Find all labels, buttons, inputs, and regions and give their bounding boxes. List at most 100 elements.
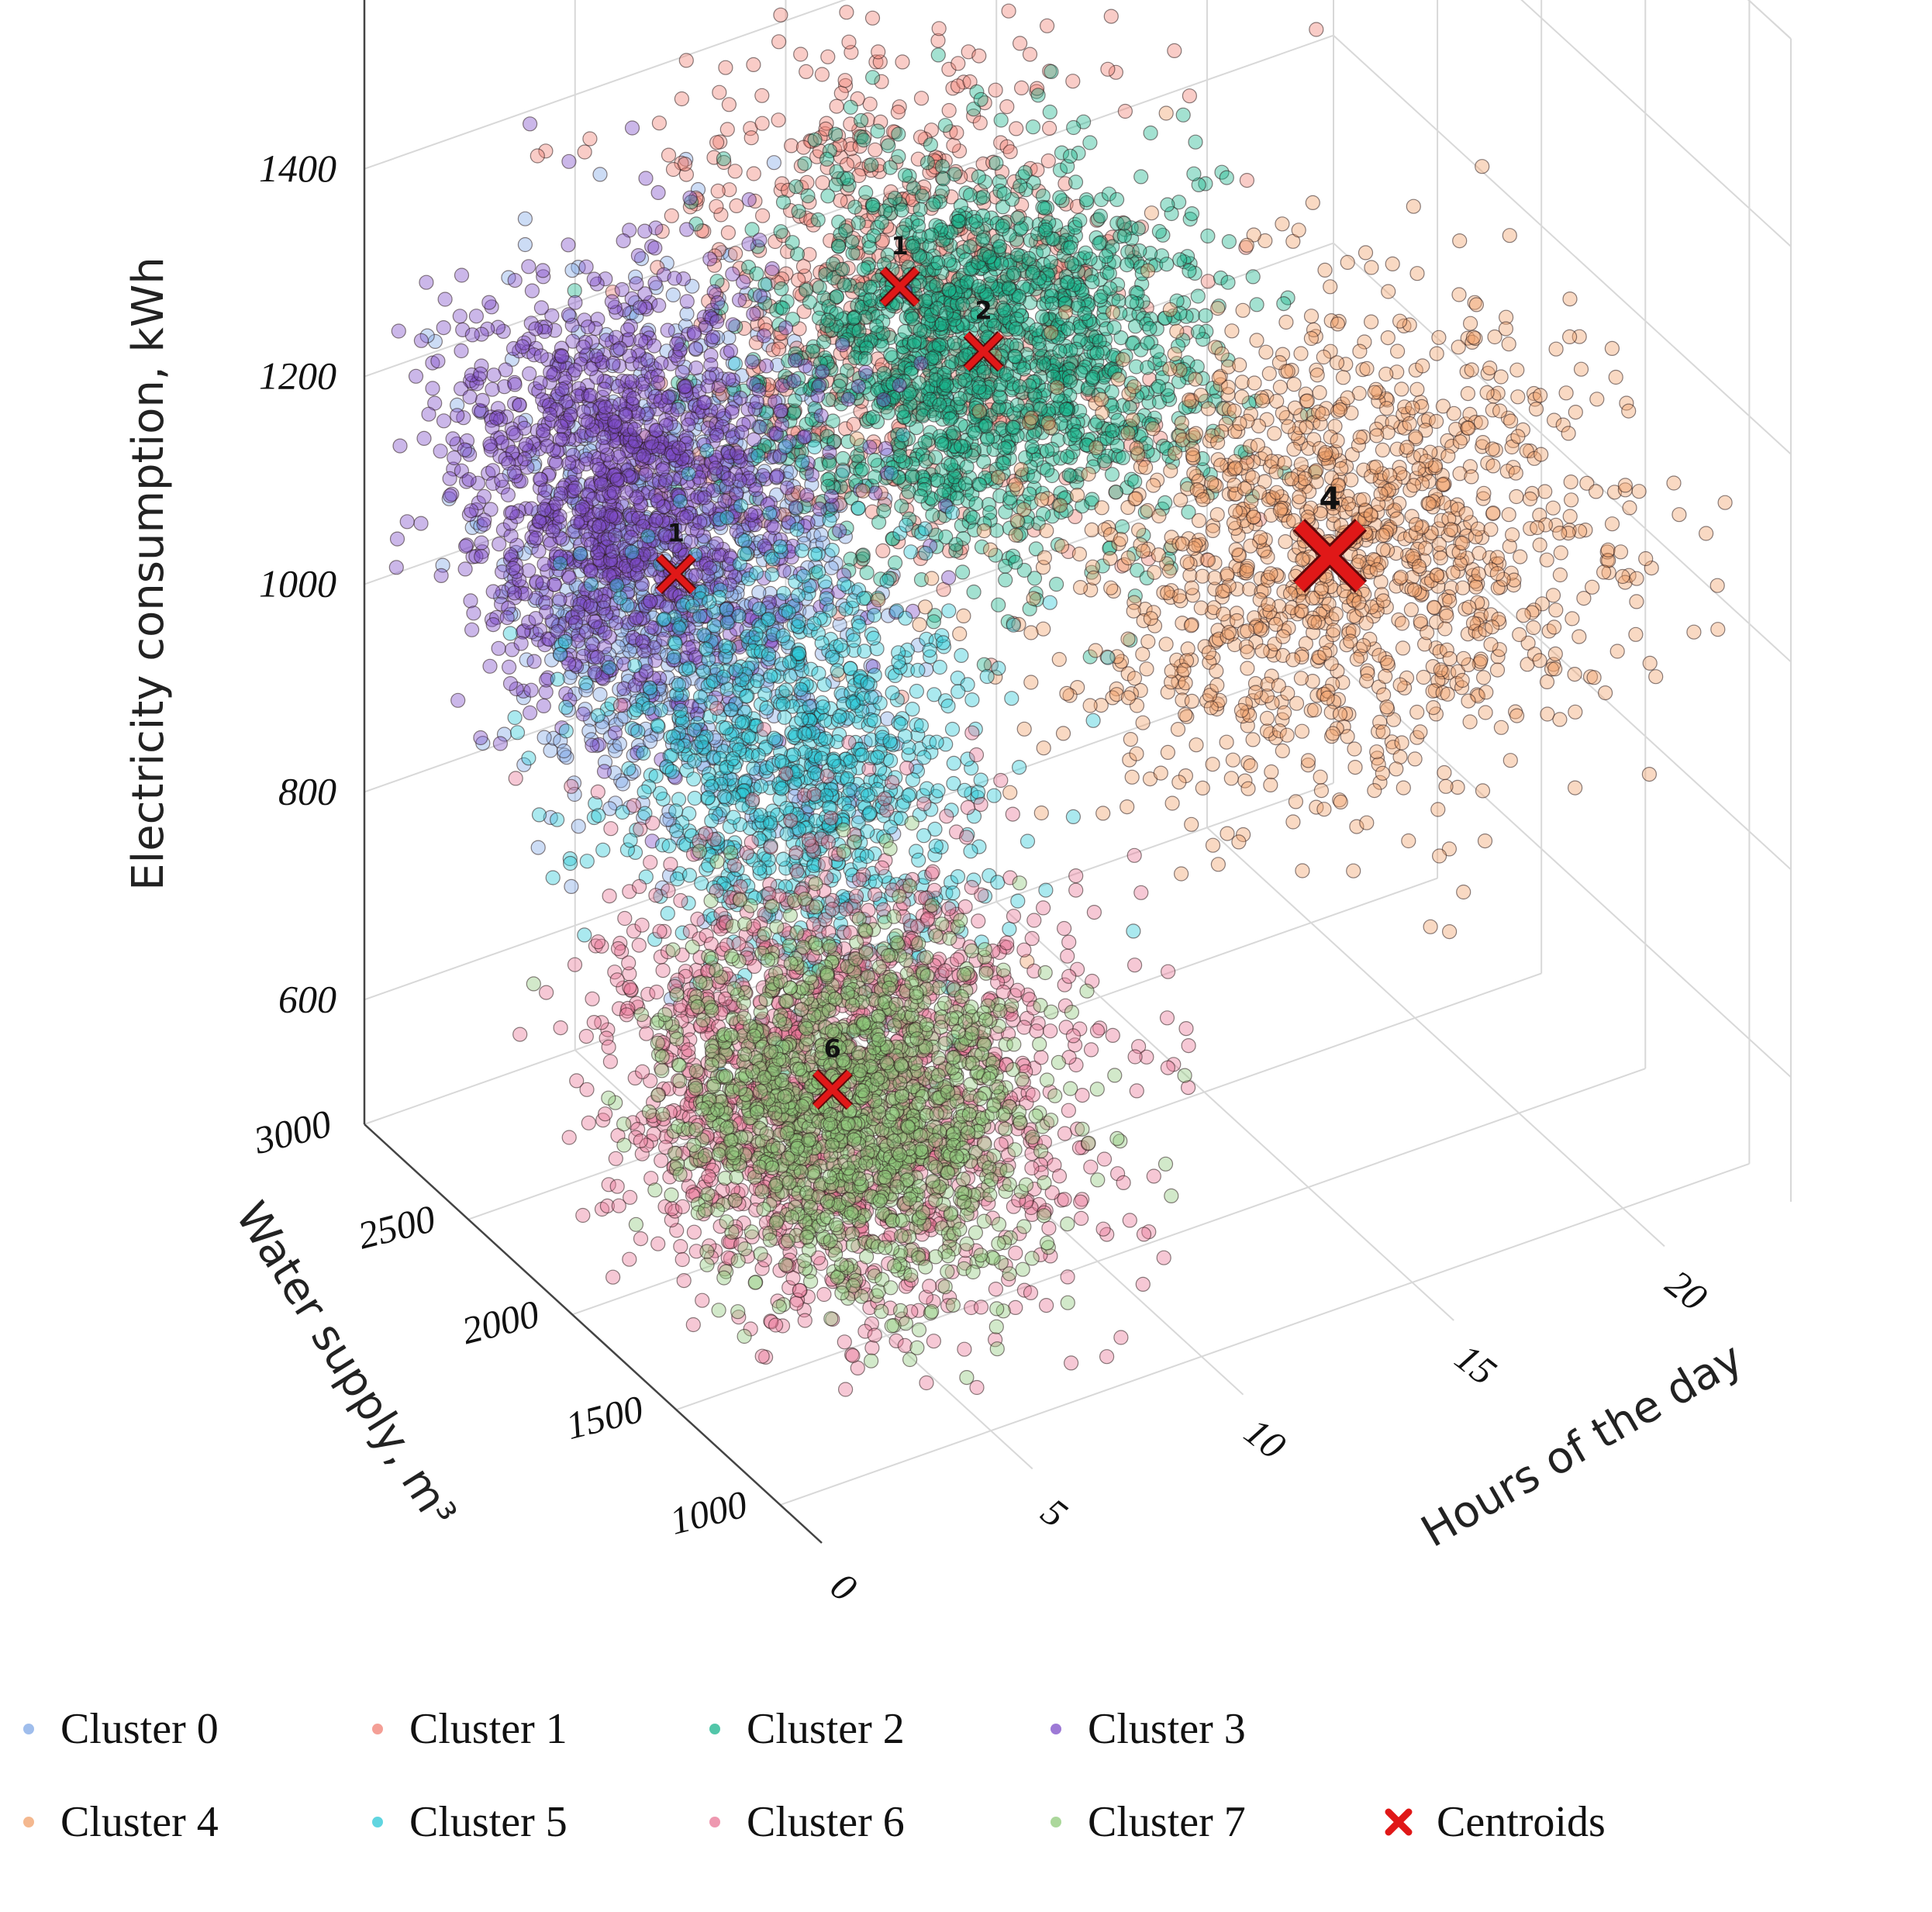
data-point <box>1699 526 1714 541</box>
data-point <box>820 49 836 64</box>
data-point <box>934 158 950 174</box>
data-point <box>1034 309 1051 325</box>
data-point <box>944 457 959 473</box>
data-point <box>1012 36 1028 51</box>
data-point <box>1067 427 1082 443</box>
data-point <box>688 341 704 357</box>
data-point <box>1058 402 1074 417</box>
data-point <box>982 249 997 264</box>
data-point <box>481 295 497 310</box>
data-point <box>827 126 844 142</box>
grid-line-x <box>574 1049 1033 1470</box>
data-point <box>992 389 1007 405</box>
data-point <box>876 392 892 408</box>
data-point <box>578 259 594 274</box>
data-point <box>494 472 509 488</box>
data-point <box>561 570 577 585</box>
data-point <box>1116 228 1132 243</box>
data-point <box>833 193 848 209</box>
data-point <box>846 310 861 326</box>
data-point <box>607 527 623 543</box>
data-point <box>862 96 878 112</box>
data-point <box>563 406 578 423</box>
data-point <box>528 321 543 336</box>
grid-line-y <box>780 1162 1750 1506</box>
data-point <box>1258 344 1274 360</box>
data-point <box>1025 119 1041 135</box>
data-point <box>1456 884 1471 900</box>
data-point <box>913 323 928 338</box>
data-point <box>545 523 561 539</box>
data-point <box>773 7 788 22</box>
data-point <box>585 737 600 754</box>
data-point <box>552 508 568 524</box>
data-point <box>857 364 874 380</box>
data-point <box>1409 266 1425 281</box>
data-point <box>1358 245 1374 261</box>
data-point <box>1198 308 1213 323</box>
data-point <box>1147 564 1162 580</box>
data-point <box>1013 80 1030 96</box>
data-point <box>971 379 987 395</box>
data-point <box>607 725 623 740</box>
data-point <box>703 357 719 373</box>
data-point <box>1123 731 1139 747</box>
data-point <box>830 238 847 254</box>
data-point <box>850 215 866 231</box>
data-point <box>862 279 878 295</box>
data-point <box>919 155 936 171</box>
data-point <box>515 339 530 354</box>
data-point <box>813 526 829 543</box>
data-point <box>530 148 545 164</box>
data-point <box>891 126 906 142</box>
data-point <box>522 705 538 721</box>
data-point <box>450 692 466 708</box>
data-point <box>450 408 465 423</box>
data-point <box>1001 3 1016 19</box>
data-point <box>1151 223 1168 240</box>
data-point <box>1041 120 1057 136</box>
data-point <box>468 309 485 324</box>
data-point <box>768 487 785 502</box>
data-point <box>733 390 748 406</box>
data-point <box>756 328 772 343</box>
data-point <box>568 615 584 630</box>
data-point <box>595 720 610 735</box>
data-point <box>744 354 760 370</box>
data-point <box>454 267 470 283</box>
data-point <box>1622 500 1637 516</box>
data-point <box>554 381 570 397</box>
data-point <box>788 500 803 516</box>
data-point <box>774 281 789 296</box>
data-point <box>580 319 595 335</box>
data-point <box>972 115 988 131</box>
data-point <box>425 381 440 396</box>
data-point <box>878 440 893 457</box>
data-point <box>624 374 640 389</box>
data-point <box>619 322 636 337</box>
data-point <box>864 70 881 85</box>
data-point <box>709 135 725 150</box>
data-point <box>1190 324 1206 340</box>
data-point <box>392 438 408 454</box>
data-point <box>837 278 852 293</box>
data-point <box>869 319 885 334</box>
data-point <box>1245 269 1261 285</box>
data-point <box>463 593 478 609</box>
data-point <box>709 427 725 443</box>
data-point <box>1016 502 1032 517</box>
data-point <box>743 130 759 146</box>
data-point <box>864 10 881 26</box>
data-point <box>818 579 834 595</box>
data-point <box>1062 374 1078 389</box>
data-point <box>868 485 883 501</box>
data-point <box>702 561 718 576</box>
grid-line-z <box>364 0 847 170</box>
data-point <box>746 432 762 447</box>
data-point <box>723 343 739 359</box>
data-point <box>913 91 930 106</box>
data-point <box>454 343 469 359</box>
data-point <box>976 454 992 470</box>
data-point <box>594 476 609 492</box>
data-point <box>934 436 950 451</box>
